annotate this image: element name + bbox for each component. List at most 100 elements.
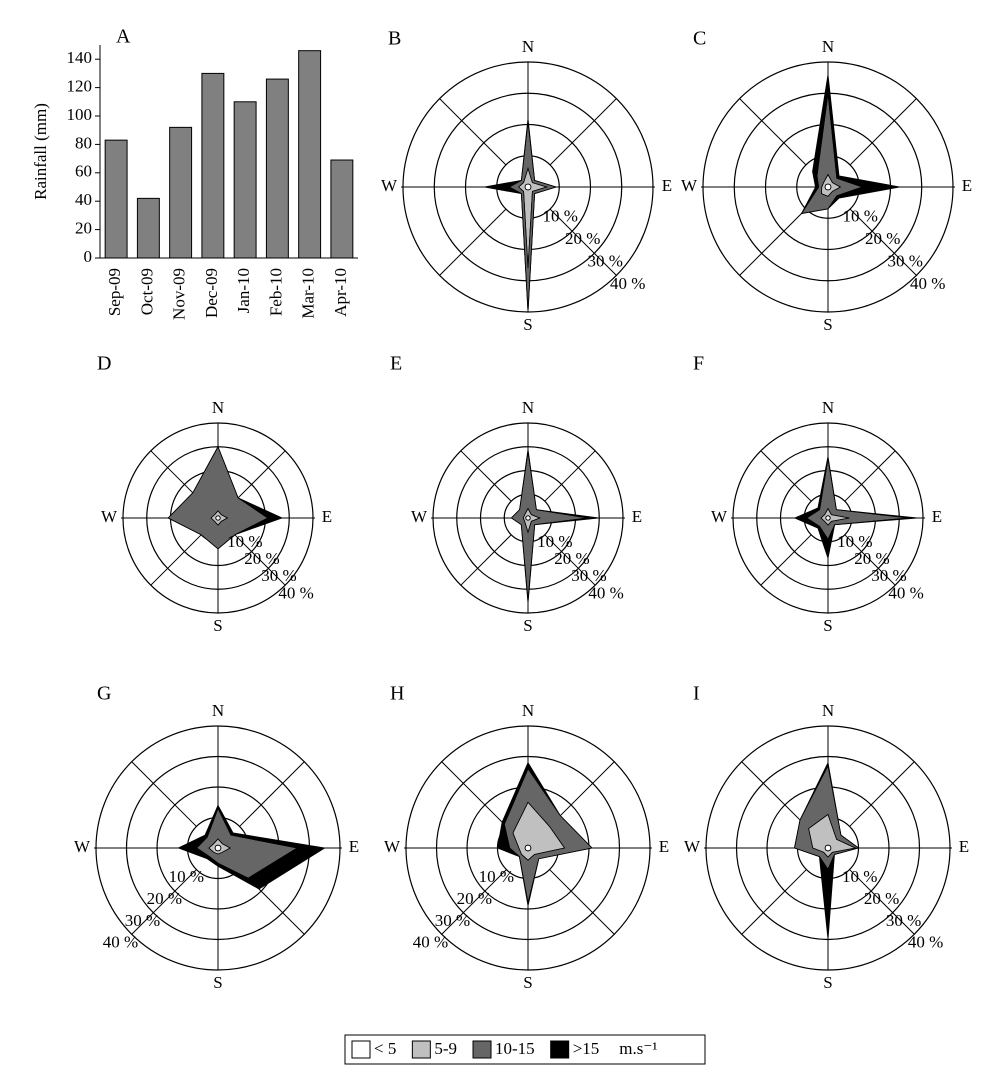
panel-label: D bbox=[97, 353, 111, 375]
ring bbox=[705, 725, 951, 971]
ring-label: 30 % bbox=[588, 251, 623, 270]
ring bbox=[95, 725, 341, 971]
ring-label: 20 % bbox=[457, 889, 492, 908]
direction-label: S bbox=[213, 616, 222, 635]
axis-line bbox=[150, 534, 202, 586]
panel-label: E bbox=[390, 353, 402, 375]
ring-label: 10 % bbox=[479, 867, 514, 886]
y-tick-label: 140 bbox=[67, 48, 93, 67]
direction-label: W bbox=[411, 507, 428, 526]
direction-label: S bbox=[523, 616, 532, 635]
ring-label: 30 % bbox=[261, 566, 296, 585]
rose-band bbox=[484, 118, 558, 313]
axis-line bbox=[849, 869, 915, 935]
axis-line bbox=[544, 534, 596, 586]
axis-line bbox=[739, 208, 807, 276]
ring-label: 10 % bbox=[543, 206, 578, 225]
axis-line bbox=[549, 869, 615, 935]
panel-label: G bbox=[97, 683, 111, 705]
rose-band bbox=[167, 445, 284, 550]
x-tick-label: Apr-10 bbox=[331, 268, 350, 317]
x-tick-label: Mar-10 bbox=[299, 268, 318, 319]
direction-label: N bbox=[212, 398, 224, 417]
ring-label: 30 % bbox=[888, 251, 923, 270]
ring-label: 30 % bbox=[435, 911, 470, 930]
direction-label: N bbox=[822, 37, 834, 56]
legend-unit: m.s⁻¹ bbox=[619, 1039, 657, 1058]
rose-band bbox=[793, 761, 860, 940]
axis-line bbox=[131, 761, 197, 827]
direction-label: N bbox=[522, 398, 534, 417]
axis-line bbox=[760, 450, 812, 502]
legend-swatch bbox=[550, 1040, 570, 1059]
legend-label: >15 bbox=[573, 1039, 600, 1058]
rose-band bbox=[510, 449, 600, 604]
direction-label: N bbox=[822, 701, 834, 720]
ring-label: 20 % bbox=[554, 549, 589, 568]
ring-label: 30 % bbox=[571, 566, 606, 585]
axis-line bbox=[844, 534, 896, 586]
axis-line bbox=[441, 869, 507, 935]
direction-label: W bbox=[684, 837, 701, 856]
y-tick-label: 0 bbox=[84, 247, 93, 266]
bar bbox=[330, 159, 354, 259]
ring-label: 20 % bbox=[864, 889, 899, 908]
x-tick-label: Nov-09 bbox=[170, 268, 189, 320]
axis-line bbox=[439, 208, 507, 276]
x-tick-label: Dec-09 bbox=[202, 268, 221, 318]
direction-label: S bbox=[823, 973, 832, 992]
bar bbox=[298, 50, 322, 259]
axis-line bbox=[460, 450, 512, 502]
ring-label: 10 % bbox=[227, 532, 262, 551]
y-tick-label: 120 bbox=[67, 77, 93, 96]
direction-label: S bbox=[823, 616, 832, 635]
direction-label: W bbox=[381, 176, 398, 195]
ring-label: 40 % bbox=[910, 274, 945, 293]
direction-label: E bbox=[349, 837, 359, 856]
bar bbox=[233, 101, 257, 259]
direction-label: S bbox=[213, 973, 222, 992]
panel-label: H bbox=[390, 683, 404, 705]
y-tick-label: 40 bbox=[75, 190, 92, 209]
ring-label: 10 % bbox=[537, 532, 572, 551]
ring-label: 10 % bbox=[842, 867, 877, 886]
ring-label: 40 % bbox=[103, 933, 138, 952]
axis-line bbox=[760, 534, 812, 586]
ring-label: 40 % bbox=[888, 583, 923, 602]
y-tick-label: 20 bbox=[75, 219, 92, 238]
rose-band bbox=[177, 804, 326, 890]
axis-line bbox=[549, 208, 617, 276]
ring-label: 20 % bbox=[244, 549, 279, 568]
rose-band bbox=[800, 74, 900, 215]
ring-label: 20 % bbox=[147, 889, 182, 908]
y-tick-label: 60 bbox=[75, 162, 92, 181]
axis-line bbox=[741, 869, 807, 935]
legend-swatch bbox=[472, 1040, 492, 1059]
direction-label: W bbox=[101, 507, 118, 526]
direction-label: S bbox=[523, 973, 532, 992]
axis-line bbox=[439, 98, 507, 166]
axis-line bbox=[844, 450, 896, 502]
rose-band bbox=[793, 456, 919, 560]
ring bbox=[122, 422, 314, 614]
y-tick-label: 80 bbox=[75, 133, 92, 152]
ring-label: 20 % bbox=[565, 229, 600, 248]
axis-line bbox=[234, 534, 286, 586]
ring-label: 10 % bbox=[843, 206, 878, 225]
ring bbox=[405, 725, 651, 971]
bar bbox=[265, 78, 289, 259]
legend-swatch bbox=[411, 1040, 431, 1059]
direction-label: E bbox=[962, 176, 972, 195]
ring bbox=[432, 422, 624, 614]
axis-line bbox=[849, 208, 917, 276]
axis-line bbox=[131, 869, 197, 935]
ring bbox=[702, 61, 954, 313]
ring-label: 40 % bbox=[610, 274, 645, 293]
y-axis-label: Rainfall (mm) bbox=[31, 103, 50, 200]
axis-line bbox=[544, 450, 596, 502]
legend-label: 5-9 bbox=[434, 1039, 457, 1058]
ring-label: 20 % bbox=[854, 549, 889, 568]
ring-label: 30 % bbox=[125, 911, 160, 930]
panel-label: B bbox=[388, 28, 401, 50]
